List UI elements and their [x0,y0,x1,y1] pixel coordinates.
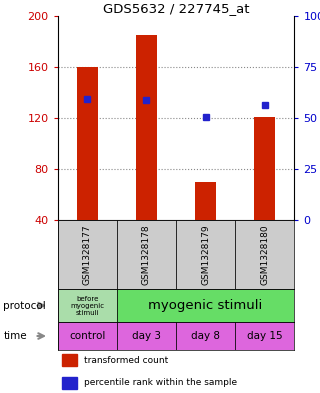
Bar [58,322,117,350]
Text: time: time [3,331,27,341]
Bar [58,220,117,289]
Bar [254,117,275,220]
Bar [176,322,235,350]
Bar [235,220,294,289]
Title: GDS5632 / 227745_at: GDS5632 / 227745_at [103,2,249,15]
Bar [62,354,76,366]
Bar [136,35,157,220]
Text: day 3: day 3 [132,331,161,341]
Text: day 8: day 8 [191,331,220,341]
Text: GSM1328178: GSM1328178 [142,224,151,285]
Bar [77,67,98,220]
Text: GSM1328179: GSM1328179 [201,224,210,285]
Text: GSM1328180: GSM1328180 [260,224,269,285]
Text: before
myogenic
stimuli: before myogenic stimuli [70,296,104,316]
Text: day 15: day 15 [247,331,283,341]
Text: percentile rank within the sample: percentile rank within the sample [84,378,237,387]
Text: transformed count: transformed count [84,356,168,365]
Text: protocol: protocol [3,301,46,310]
Bar [117,322,176,350]
Text: myogenic stimuli: myogenic stimuli [148,299,263,312]
Bar [58,289,117,322]
Bar [117,289,294,322]
Bar [195,182,216,220]
Text: control: control [69,331,105,341]
Bar [176,220,235,289]
Text: GSM1328177: GSM1328177 [83,224,92,285]
Bar [62,376,76,389]
Bar [235,322,294,350]
Bar [117,220,176,289]
